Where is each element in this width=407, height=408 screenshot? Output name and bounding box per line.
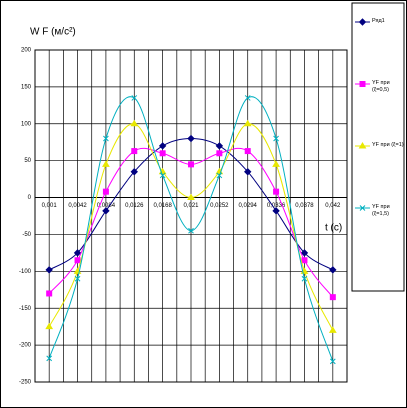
marker xyxy=(273,188,280,195)
x-tick-label: 0,0168 xyxy=(153,203,172,209)
marker xyxy=(244,148,251,155)
marker xyxy=(188,161,194,168)
x-tick-label: 0,001 xyxy=(42,203,58,209)
marker xyxy=(358,18,367,26)
marker xyxy=(301,257,308,264)
y-tick-label: -250 xyxy=(19,380,32,386)
x-tick-label: 0,0126 xyxy=(125,203,144,209)
marker xyxy=(329,266,337,274)
x-tick-label: 0,0294 xyxy=(239,203,258,209)
marker xyxy=(187,134,195,143)
marker xyxy=(216,172,223,179)
marker xyxy=(158,142,167,150)
marker xyxy=(102,160,110,167)
marker xyxy=(130,119,139,127)
marker xyxy=(359,205,366,211)
marker xyxy=(328,326,337,333)
marker xyxy=(188,227,194,234)
marker xyxy=(300,249,309,257)
legend-label: YF при (ξ=0,5) xyxy=(372,80,390,93)
marker xyxy=(131,148,138,155)
y-tick-label: -150 xyxy=(19,306,32,312)
marker xyxy=(102,207,110,215)
marker xyxy=(272,207,280,215)
y-tick-label: 200 xyxy=(21,48,32,54)
x-tick-label: 0,042 xyxy=(325,203,341,209)
x-tick-label: 0,0378 xyxy=(295,203,314,209)
marker xyxy=(329,358,336,365)
marker xyxy=(45,266,53,274)
marker xyxy=(243,119,252,127)
marker xyxy=(358,142,367,149)
marker xyxy=(103,135,109,142)
y-tick-label: -200 xyxy=(19,343,32,349)
y-axis-label: W F (м/с²) xyxy=(30,27,76,38)
marker xyxy=(159,172,166,179)
marker xyxy=(244,168,252,176)
marker xyxy=(272,160,280,167)
x-tick-label: 0,0336 xyxy=(267,203,286,209)
marker xyxy=(273,135,279,142)
marker xyxy=(73,249,82,257)
y-tick-label: -100 xyxy=(19,269,32,275)
marker xyxy=(46,355,53,362)
legend-label: YF при (ξ=1) xyxy=(372,142,404,148)
x-tick-label: 0,0042 xyxy=(68,203,87,209)
marker xyxy=(74,275,81,282)
marker xyxy=(131,95,138,101)
marker xyxy=(329,294,336,301)
legend-label: Ряд1 xyxy=(372,18,385,24)
marker xyxy=(244,95,251,101)
x-tick-label: 0,0084 xyxy=(97,203,116,209)
x-axis-label: t (c) xyxy=(325,223,342,234)
marker xyxy=(359,81,366,87)
y-tick-label: 50 xyxy=(24,158,31,164)
x-tick-label: 0,0252 xyxy=(210,203,229,209)
y-tick-label: 0 xyxy=(28,195,32,201)
y-tick-label: 150 xyxy=(21,84,32,90)
marker xyxy=(74,257,81,264)
marker xyxy=(159,150,166,157)
marker xyxy=(130,168,138,176)
x-tick-label: 0,021 xyxy=(183,203,199,209)
marker xyxy=(102,188,109,195)
marker xyxy=(215,142,224,150)
y-tick-label: 100 xyxy=(21,121,32,127)
marker xyxy=(187,193,195,201)
marker xyxy=(46,290,53,297)
marker xyxy=(216,150,223,157)
plot-border xyxy=(34,49,348,383)
y-tick-label: -50 xyxy=(22,232,31,238)
marker xyxy=(301,275,308,282)
legend-label: YF при (ξ=1,5) xyxy=(372,204,390,217)
marker xyxy=(45,322,54,330)
